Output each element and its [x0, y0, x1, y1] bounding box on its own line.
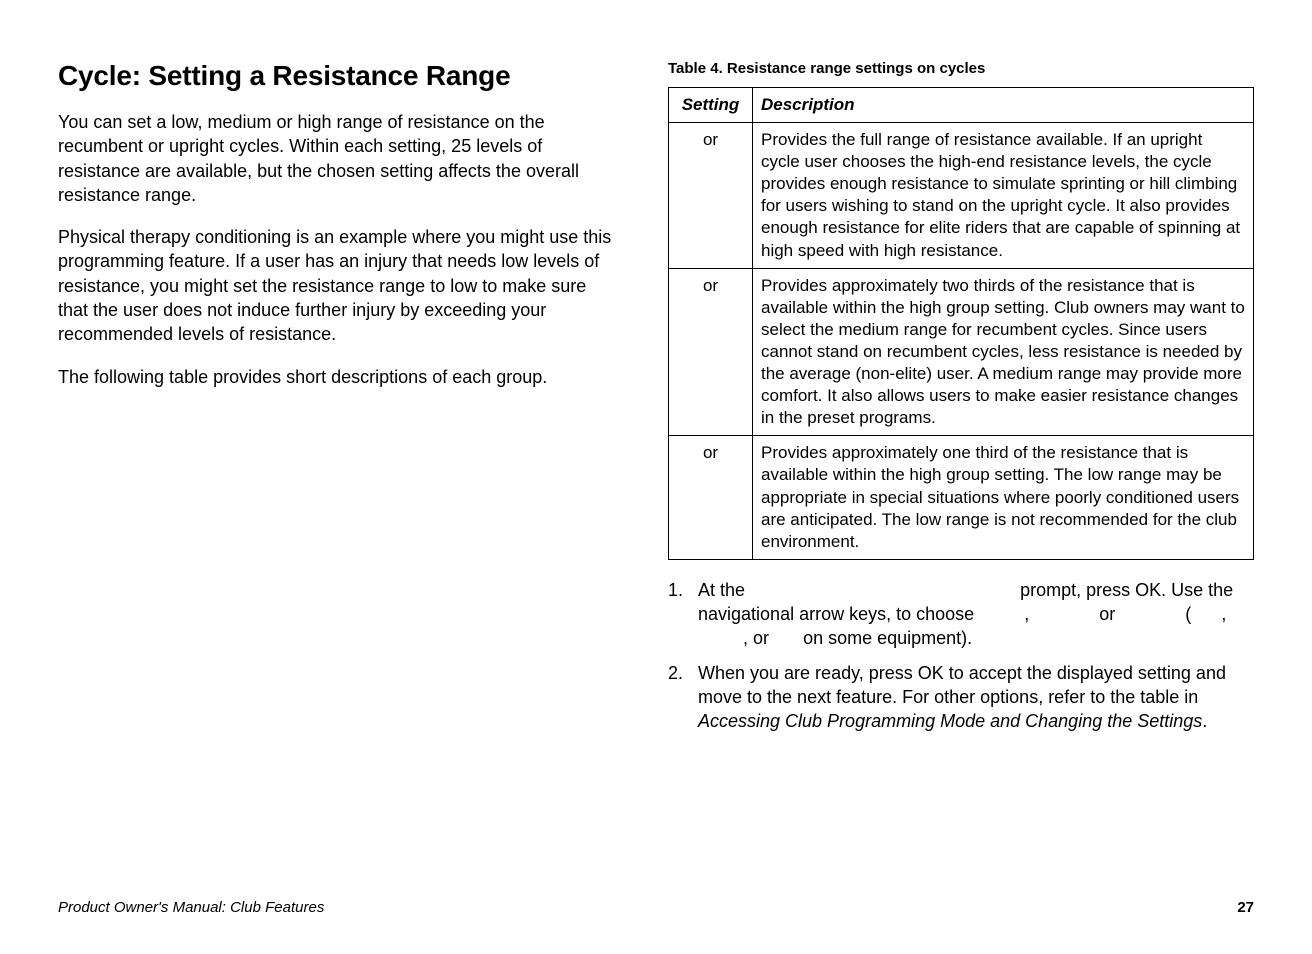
text: ,	[1024, 604, 1029, 624]
left-column: Cycle: Setting a Resistance Range You ca…	[58, 60, 618, 744]
text: At the	[698, 580, 745, 600]
step-number: 2.	[668, 661, 698, 734]
table-caption: Table 4. Resistance range settings on cy…	[668, 60, 1254, 77]
table-row: or Provides the full range of resistance…	[669, 123, 1254, 269]
cell-description: Provides approximately one third of the …	[753, 436, 1254, 559]
cell-setting: or	[669, 123, 753, 269]
section-heading: Cycle: Setting a Resistance Range	[58, 60, 618, 92]
intro-paragraph-2: Physical therapy conditioning is an exam…	[58, 225, 618, 346]
cell-description: Provides the full range of resistance av…	[753, 123, 1254, 269]
text: ,	[1221, 604, 1226, 624]
text: .	[1202, 711, 1207, 731]
steps-list: 1. At the prompt, press OK. Use the navi…	[668, 578, 1254, 734]
two-column-layout: Cycle: Setting a Resistance Range You ca…	[58, 60, 1254, 744]
table-header-row: Setting Description	[669, 88, 1254, 123]
step-body: At the prompt, press OK. Use the navigat…	[698, 578, 1254, 651]
step-body: When you are ready, press OK to accept t…	[698, 661, 1254, 734]
right-column: Table 4. Resistance range settings on cy…	[668, 60, 1254, 744]
cell-description: Provides approximately two thirds of the…	[753, 268, 1254, 436]
text: navigational arrow keys, to choose	[698, 604, 974, 624]
cell-setting: or	[669, 268, 753, 436]
step-1: 1. At the prompt, press OK. Use the navi…	[668, 578, 1254, 651]
footer-title: Product Owner's Manual: Club Features	[58, 899, 324, 916]
cell-setting: or	[669, 436, 753, 559]
table-row: or Provides approximately two thirds of …	[669, 268, 1254, 436]
text: prompt, press OK. Use the	[1020, 580, 1233, 600]
page: Cycle: Setting a Resistance Range You ca…	[0, 0, 1312, 954]
step-2: 2. When you are ready, press OK to accep…	[668, 661, 1254, 734]
intro-paragraph-1: You can set a low, medium or high range …	[58, 110, 618, 207]
header-description: Description	[753, 88, 1254, 123]
text: When you are ready, press OK to accept t…	[698, 663, 1226, 707]
cross-reference: Accessing Club Programming Mode and Chan…	[698, 711, 1202, 731]
text: or	[1099, 604, 1115, 624]
table-row: or Provides approximately one third of t…	[669, 436, 1254, 559]
page-number: 27	[1237, 899, 1254, 916]
header-setting: Setting	[669, 88, 753, 123]
text: (	[1185, 604, 1191, 624]
resistance-table: Setting Description or Provides the full…	[668, 87, 1254, 560]
intro-paragraph-3: The following table provides short descr…	[58, 365, 618, 389]
text: , or	[743, 628, 769, 648]
step-number: 1.	[668, 578, 698, 651]
text: on some equipment).	[803, 628, 972, 648]
page-footer: Product Owner's Manual: Club Features 27	[58, 899, 1254, 916]
